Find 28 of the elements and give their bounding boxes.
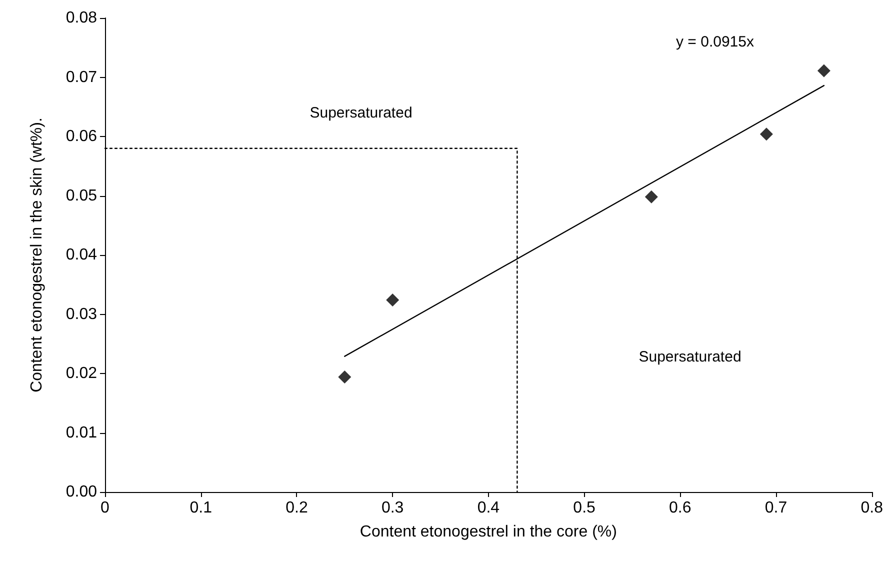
y-tick-label: 0.03: [66, 306, 98, 323]
y-tick-label: 0.00: [66, 484, 98, 500]
y-tick-label: 0.02: [66, 365, 98, 382]
x-tick-label: 0.3: [381, 500, 404, 516]
x-tick-label: 0.6: [669, 500, 692, 516]
point: [386, 294, 400, 307]
annotation: Supersaturated: [638, 348, 742, 366]
y-axis-title: Content etonogestrel in the skin (wt%).: [28, 118, 46, 392]
y-tick-label: 0.06: [66, 128, 98, 145]
y-tick-label: 0.04: [66, 246, 98, 264]
x-tick-label: 0.5: [573, 500, 596, 516]
point: [338, 370, 352, 384]
y-tick-label: 0.01: [66, 424, 98, 442]
x-tick-label: 0.8: [860, 500, 884, 516]
point: [644, 190, 658, 204]
point: [760, 128, 773, 141]
x-axis-title: Content etonogestrel in the core (%): [360, 524, 617, 540]
y-tick-label: 0.08: [66, 10, 98, 26]
x-tick-label: 0.7: [764, 500, 788, 516]
x-tick-label: 0.1: [190, 500, 212, 516]
x-tick-label: 0: [100, 500, 110, 516]
annotation: Supersaturated: [310, 104, 412, 122]
annotation: y = 0.0915x: [676, 34, 754, 50]
x-tick-label: 0.2: [286, 500, 308, 516]
y-tick-label: 0.07: [66, 68, 98, 86]
point: [817, 64, 830, 78]
x-tick-label: 0.4: [477, 500, 500, 516]
y-tick-label: 0.05: [66, 187, 98, 204]
